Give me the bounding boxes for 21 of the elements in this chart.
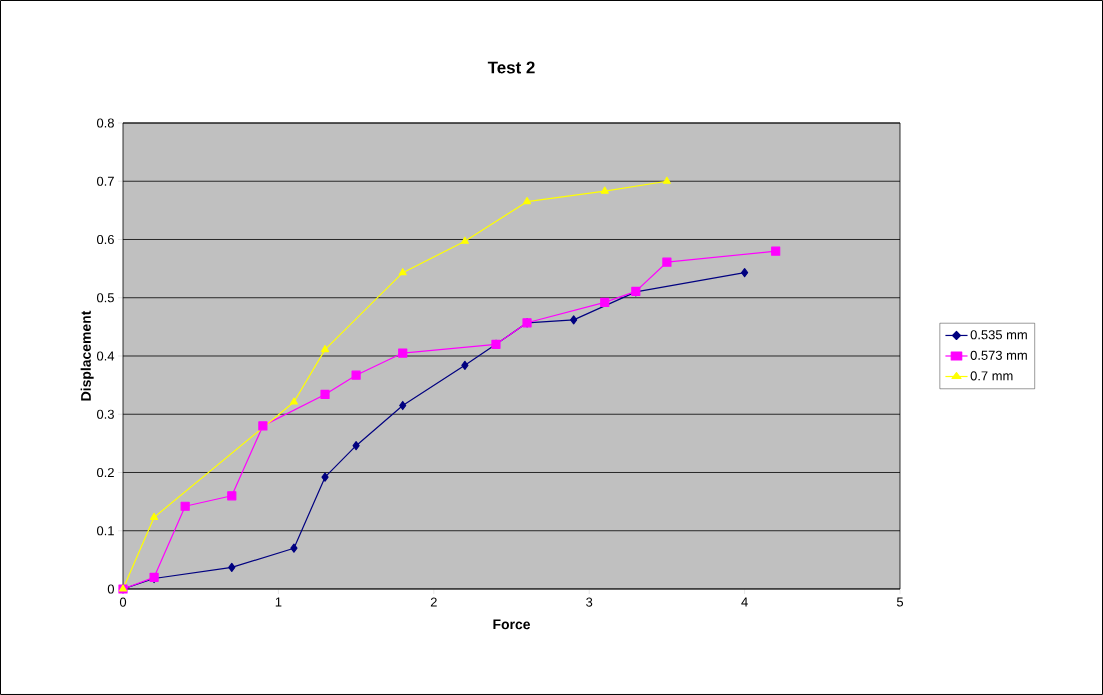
y-tick-label: 0.8 (96, 118, 114, 128)
y-axis-title: Displacement (80, 310, 94, 401)
x-tick-label: 2 (430, 597, 437, 607)
legend-label: 0.573 mm (970, 350, 1027, 360)
y-tick-label: 0.6 (96, 234, 114, 245)
x-tick-label: 1 (275, 597, 282, 607)
legend-label: 0.7 mm (970, 371, 1013, 381)
y-tick-label: 0.4 (96, 351, 115, 361)
x-tick-label: 5 (896, 597, 904, 607)
x-tick-label: 3 (586, 597, 593, 607)
y-tick-label: 0.1 (96, 526, 114, 536)
legend-label: 0.535 mm (970, 330, 1027, 340)
x-axis-title: Force (493, 619, 531, 630)
y-tick-label: 0 (107, 584, 114, 594)
x-tick-label: 4 (741, 597, 748, 607)
chart-title: Test 2 (487, 61, 535, 74)
y-tick-label: 0.2 (96, 467, 114, 478)
y-tick-label: 0.3 (96, 409, 114, 419)
y-tick-label: 0.5 (96, 293, 114, 303)
x-tick-label: 0 (119, 597, 127, 607)
y-tick-label: 0.7 (96, 176, 114, 186)
